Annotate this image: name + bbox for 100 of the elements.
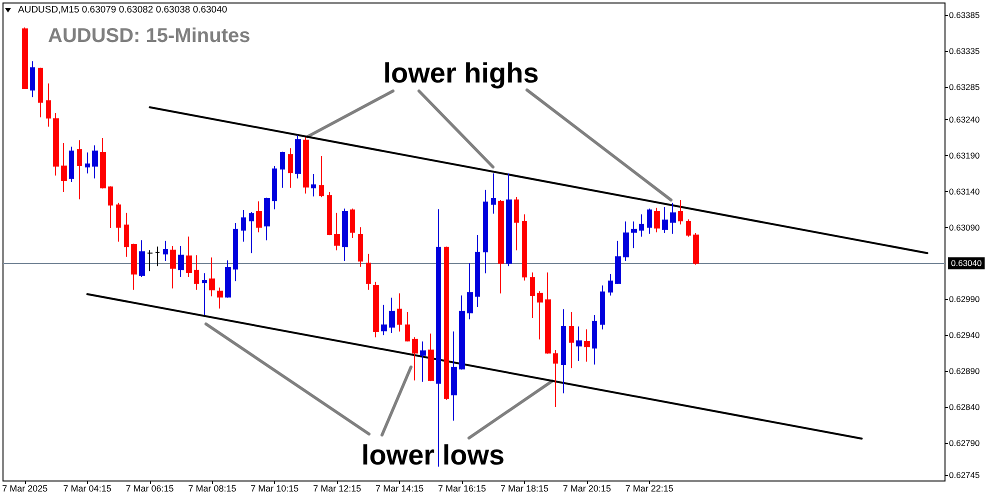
ref-line-label: 0.63040 xyxy=(951,258,982,268)
candlestick xyxy=(334,212,340,251)
candlestick xyxy=(389,297,395,334)
candlestick xyxy=(358,226,363,268)
candlestick xyxy=(139,240,145,278)
candlestick xyxy=(467,262,473,320)
candlestick xyxy=(615,240,621,285)
y-tick-label: 0.63090 xyxy=(949,222,980,232)
candlestick xyxy=(647,208,652,234)
candlestick xyxy=(319,156,324,198)
candlestick xyxy=(124,212,129,258)
candlestick xyxy=(256,200,262,233)
candlestick xyxy=(186,236,192,278)
candlestick xyxy=(623,221,629,262)
candlestick xyxy=(498,199,504,294)
annotation: lower lows xyxy=(361,440,505,470)
x-tick-label: 7 Mar 08:15 xyxy=(188,484,236,494)
candlestick xyxy=(77,140,82,200)
y-tick-label: 0.63335 xyxy=(949,46,980,56)
x-tick-label: 7 Mar 10:15 xyxy=(250,484,299,494)
candlestick xyxy=(553,350,558,408)
candlestick xyxy=(444,246,449,400)
candlestick xyxy=(475,234,480,308)
candlestick xyxy=(545,272,551,354)
candlestick xyxy=(163,240,168,262)
candlestick xyxy=(217,287,223,309)
candlestick xyxy=(350,208,355,239)
annotation: lower highs xyxy=(383,58,539,88)
candlestick xyxy=(639,214,644,238)
y-tick-label: 0.62790 xyxy=(949,438,980,448)
candlestick xyxy=(436,208,441,468)
candlestick xyxy=(280,151,285,188)
candlestick xyxy=(514,196,519,251)
candlestick xyxy=(155,246,160,267)
x-tick-label: 7 Mar 12:15 xyxy=(313,484,362,494)
candlestick xyxy=(576,326,582,362)
candlestick xyxy=(483,189,488,274)
y-tick-label: 0.62940 xyxy=(949,330,980,340)
candlestick xyxy=(373,281,379,338)
y-tick-label: 0.63190 xyxy=(949,150,980,160)
candlestick xyxy=(381,304,387,336)
candlestick xyxy=(491,172,496,214)
y-tick-label: 0.62990 xyxy=(949,294,980,304)
x-tick-label: 7 Mar 2025 xyxy=(2,484,48,494)
candlestick xyxy=(108,186,113,228)
candlestick xyxy=(38,67,43,118)
candlestick xyxy=(662,206,668,234)
candlestick xyxy=(678,199,683,225)
candlestick xyxy=(85,152,90,174)
text: AUDUSD: 15-Minutes xyxy=(48,25,250,47)
candlestick xyxy=(537,290,543,340)
y-tick-label: 0.63240 xyxy=(949,114,980,124)
candlestick xyxy=(693,232,699,266)
candlestick xyxy=(311,174,316,197)
candlestick xyxy=(225,260,231,298)
y-tick-label: 0.62890 xyxy=(949,366,980,376)
x-tick-label: 7 Mar 06:15 xyxy=(126,484,174,494)
candlestick xyxy=(451,330,457,422)
candlestick xyxy=(405,312,410,342)
candlestick xyxy=(170,245,176,289)
candlestick xyxy=(631,221,637,249)
candlestick xyxy=(670,202,676,234)
candlestick xyxy=(654,207,660,233)
candlestick xyxy=(686,218,691,238)
candlestick xyxy=(264,197,270,241)
x-tick-label: 7 Mar 18:15 xyxy=(500,484,548,494)
candlestick xyxy=(600,284,605,330)
candlestick xyxy=(22,26,28,90)
candlestick xyxy=(241,210,246,242)
candlestick xyxy=(295,134,301,179)
y-tick-label: 0.62745 xyxy=(949,470,980,480)
candlestick xyxy=(131,243,137,290)
candlestick xyxy=(459,295,465,370)
candlestick xyxy=(30,60,35,98)
candlestick xyxy=(202,272,207,316)
y-tick-label: 0.63140 xyxy=(949,186,980,196)
y-tick-label: 0.63285 xyxy=(949,82,980,92)
x-tick-label: 7 Mar 04:15 xyxy=(63,484,112,494)
candlestick xyxy=(366,253,371,290)
candlestick xyxy=(288,148,293,188)
candlestick xyxy=(209,256,215,297)
candlestick xyxy=(303,136,309,194)
candlestick xyxy=(592,314,597,366)
candlestick xyxy=(61,142,67,193)
candlestick xyxy=(69,146,74,182)
candlestick xyxy=(233,222,238,282)
y-tick-label: 0.62840 xyxy=(949,402,980,412)
candlestick xyxy=(506,172,512,267)
candlestick xyxy=(92,144,98,179)
y-tick-label: 0.63385 xyxy=(949,10,980,20)
candlestick xyxy=(178,245,184,278)
annotation: AUDUSD,M15 0.63079 0.63082 0.63038 0.63040 xyxy=(18,4,228,16)
candlestick xyxy=(561,308,566,394)
candlestick xyxy=(428,333,434,382)
candlestick xyxy=(342,208,348,262)
candlestick xyxy=(194,254,199,290)
x-tick-label: 7 Mar 14:15 xyxy=(376,484,424,494)
x-tick-label: 7 Mar 22:15 xyxy=(625,484,674,494)
candlestick xyxy=(412,336,418,381)
candlestick xyxy=(147,250,153,272)
